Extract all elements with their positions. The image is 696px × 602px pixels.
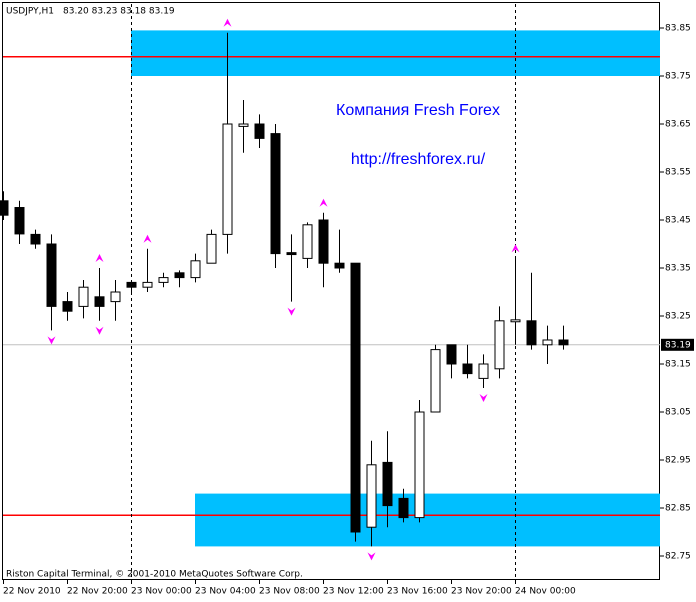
watermark: http://freshforex.ru/ — [351, 151, 486, 168]
candle-body — [478, 363, 489, 379]
candle-body — [318, 219, 329, 264]
fractal-up — [511, 244, 520, 253]
symbol: USDJPY,H1 — [6, 7, 54, 17]
candle-body — [30, 233, 41, 245]
x-tick-label: 23 Nov 12:00 — [323, 587, 384, 597]
candle-body — [14, 207, 25, 235]
watermark: Компания Fresh Forex — [336, 102, 500, 119]
fractal-down — [95, 326, 104, 335]
candle-body — [62, 301, 73, 312]
candle-body — [494, 320, 505, 370]
candle-body — [526, 320, 537, 346]
x-tick-label: 23 Nov 20:00 — [451, 587, 512, 597]
x-tick-label: 22 Nov 2010 — [3, 587, 61, 597]
y-tick-label: 83.05 — [665, 408, 691, 418]
candle-body — [254, 123, 265, 139]
x-tick-label: 23 Nov 04:00 — [195, 587, 256, 597]
candle-body — [382, 461, 393, 507]
y-tick-label: 82.75 — [665, 552, 691, 562]
fractal-down — [367, 552, 376, 561]
candle-body — [190, 260, 201, 279]
candle-body — [334, 262, 345, 269]
fractal-up — [319, 198, 328, 207]
y-tick-label: 83.45 — [665, 216, 691, 226]
plot-frame — [2, 2, 660, 580]
candle-body — [366, 464, 377, 528]
candle-body — [78, 286, 89, 307]
candle-body — [0, 200, 9, 216]
candle-body — [206, 233, 217, 264]
x-tick-label: 23 Nov 00:00 — [131, 587, 192, 597]
x-tick-label: 23 Nov 08:00 — [259, 587, 320, 597]
fractal-down — [479, 394, 488, 402]
candle-body — [46, 243, 57, 307]
candle-body — [286, 252, 297, 256]
candle-body — [414, 411, 425, 519]
fractal-up — [143, 234, 152, 243]
fractal-down — [287, 307, 296, 316]
candle-body — [158, 277, 169, 283]
candle-body — [238, 123, 249, 127]
last-price-label: 83.19 — [665, 340, 691, 350]
x-tick-label: 24 Nov 00:00 — [515, 587, 576, 597]
zone — [195, 493, 660, 547]
y-tick-label: 83.35 — [665, 264, 691, 274]
fractal-up — [223, 18, 232, 27]
candle-body — [142, 281, 153, 288]
candle-body — [542, 339, 553, 346]
y-tick-label: 83.65 — [665, 120, 691, 130]
candle-body — [510, 319, 521, 323]
candle-body — [110, 291, 121, 303]
quote: 83.20 83.23 83.18 83.19 — [63, 7, 175, 17]
candle-body — [174, 272, 185, 279]
y-tick-label: 83.55 — [665, 168, 691, 178]
x-tick-label: 23 Nov 16:00 — [387, 587, 448, 597]
y-tick-label: 82.95 — [665, 456, 691, 466]
y-tick-label: 82.85 — [665, 504, 691, 514]
last-price-box — [661, 338, 694, 351]
candle-body — [350, 262, 361, 533]
y-tick-label: 83.85 — [665, 24, 691, 34]
candle-body — [446, 344, 457, 365]
y-tick-label: 83.75 — [665, 72, 691, 82]
fractal-up — [95, 254, 104, 262]
candle-body — [398, 497, 409, 519]
candle-body — [462, 363, 473, 375]
fractal-down — [47, 336, 56, 345]
x-tick-label: 22 Nov 20:00 — [67, 587, 128, 597]
candle-body — [270, 133, 281, 255]
candle-body — [94, 296, 105, 307]
y-tick-label: 83.15 — [665, 360, 691, 370]
footer: Riston Capital Terminal, © 2001-2010 Met… — [6, 570, 303, 580]
candle-body — [558, 339, 569, 346]
zone — [131, 30, 660, 76]
candle-body — [430, 349, 441, 413]
y-tick-label: 83.25 — [665, 312, 691, 322]
candle-body — [302, 224, 313, 259]
candle-body — [222, 123, 233, 235]
candle-body — [126, 281, 137, 288]
